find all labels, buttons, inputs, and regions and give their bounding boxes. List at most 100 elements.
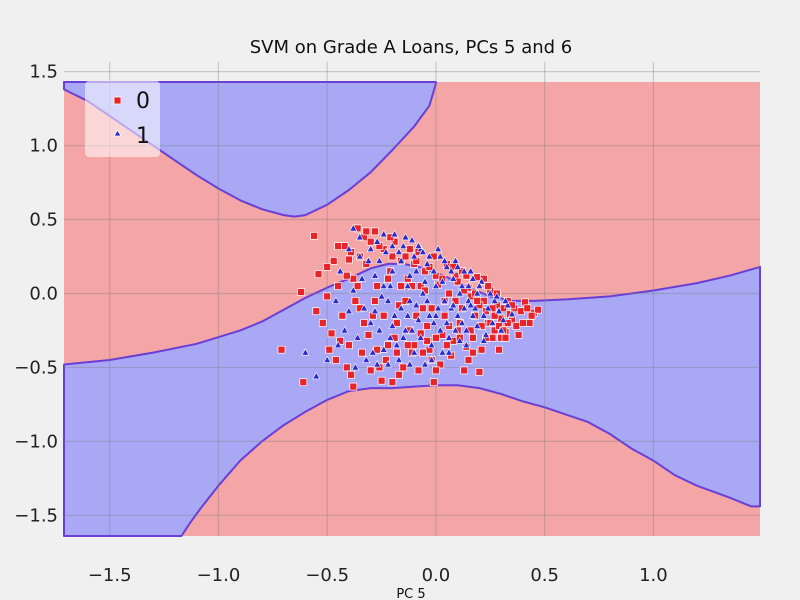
point-class-1-83: [394, 247, 403, 255]
point-class-1-115: [344, 306, 353, 315]
point-class-0-135: [432, 366, 440, 375]
point-class-1-120: [436, 252, 445, 260]
point-class-0-16: [366, 366, 375, 375]
point-class-1-6: [340, 325, 349, 334]
point-class-1-88: [416, 333, 425, 341]
point-class-1-51: [379, 229, 388, 238]
point-class-0-24: [392, 319, 401, 327]
point-class-0-134: [425, 263, 434, 271]
point-class-0-64: [351, 297, 360, 305]
point-class-0-162: [442, 341, 451, 350]
point-class-1-81: [386, 281, 395, 290]
legend-label-1: 1: [136, 124, 150, 149]
point-class-0-81: [445, 289, 453, 298]
point-class-0-151: [334, 242, 342, 250]
point-class-0-1: [297, 288, 305, 296]
point-class-0-115: [484, 282, 492, 290]
point-class-1-66: [444, 333, 454, 341]
point-class-0-66: [362, 260, 371, 268]
point-class-1-132: [501, 296, 510, 304]
axes: −1.5 −1.0 −0.5 0.0 0.5 1.0 1.5 1.0 0.5 0.0 −0.5 −1.…: [14, 62, 667, 586]
point-class-1-49: [370, 271, 380, 279]
point-class-1-99: [464, 281, 473, 290]
point-class-1-29: [442, 262, 451, 270]
point-class-1-0: [349, 223, 358, 232]
point-class-1-10: [360, 303, 369, 312]
point-class-1-12: [368, 348, 377, 356]
point-class-1-59: [414, 241, 423, 249]
point-class-1-85: [403, 281, 412, 290]
point-class-0-19: [377, 376, 386, 385]
point-class-1-20: [403, 311, 412, 319]
point-class-1-103: [388, 321, 397, 329]
point-class-0-2: [277, 345, 286, 354]
point-class-0-121: [329, 257, 338, 265]
point-class-1-91: [429, 266, 438, 275]
point-class-1-7: [344, 244, 353, 252]
point-class-0-30: [414, 366, 423, 375]
point-class-0-125: [353, 282, 362, 290]
point-class-1-43: [503, 300, 512, 309]
point-class-1-102: [379, 281, 388, 290]
point-class-1-121: [453, 262, 462, 270]
point-class-1-114: [355, 252, 364, 260]
point-class-1-84: [399, 333, 408, 341]
point-class-0-107: [432, 333, 440, 342]
point-class-1-110: [449, 300, 458, 309]
point-class-0-45: [477, 345, 486, 354]
point-class-1-5: [336, 266, 345, 275]
point-class-0-72: [401, 252, 410, 261]
point-class-1-112: [466, 300, 475, 309]
point-class-1-24: [420, 360, 430, 368]
point-class-0-21: [384, 341, 392, 350]
point-class-1-61: [423, 259, 432, 267]
point-class-1-44: [507, 309, 517, 318]
point-class-1-60: [418, 289, 427, 297]
y-tick-label-3: 0.0: [29, 283, 58, 304]
point-class-0-17: [371, 227, 379, 236]
chart-title: SVM on Grade A Loans, PCs 5 and 6: [250, 37, 573, 58]
point-class-1-3: [323, 355, 332, 363]
point-class-0-112: [464, 356, 473, 364]
point-class-1-116: [334, 340, 343, 349]
point-class-1-42: [499, 315, 508, 324]
point-class-0-123: [342, 363, 351, 372]
legend-box: [85, 81, 160, 157]
x-tick-label-5: 1.0: [639, 565, 668, 586]
point-class-0-146: [519, 319, 527, 327]
point-class-1-93: [438, 277, 447, 285]
point-class-1-76: [488, 318, 497, 326]
point-class-1-123: [388, 241, 397, 249]
point-class-1-96: [451, 325, 460, 334]
point-class-0-5: [314, 270, 323, 279]
point-class-1-82: [390, 311, 399, 319]
point-class-0-100: [395, 370, 403, 379]
point-class-0-122: [336, 336, 345, 345]
point-class-1-126: [405, 360, 414, 368]
point-class-0-43: [469, 333, 477, 342]
point-class-0-128: [379, 311, 388, 320]
point-class-1-73: [475, 281, 484, 290]
point-class-1-11: [364, 256, 373, 264]
point-class-1-65: [440, 256, 449, 264]
point-class-1-124: [373, 360, 382, 368]
point-class-1-41: [494, 306, 504, 315]
point-class-0-53: [512, 322, 521, 330]
point-class-1-79: [375, 256, 384, 264]
legend-label-0: 0: [136, 89, 150, 114]
point-class-0-147: [527, 311, 536, 320]
point-class-1-117: [349, 286, 358, 294]
point-class-0-61: [338, 311, 347, 320]
point-class-0-124: [347, 248, 355, 256]
point-class-0-10: [345, 255, 353, 264]
point-class-1-97: [455, 289, 464, 297]
point-class-1-18: [394, 355, 403, 363]
point-class-0-48: [490, 326, 499, 335]
point-class-1-128: [444, 348, 454, 356]
legend: 0 1: [85, 81, 160, 157]
point-class-1-58: [410, 348, 419, 356]
point-class-1-46: [357, 274, 367, 282]
point-class-1-36: [473, 321, 482, 329]
point-class-0-116: [490, 311, 499, 320]
